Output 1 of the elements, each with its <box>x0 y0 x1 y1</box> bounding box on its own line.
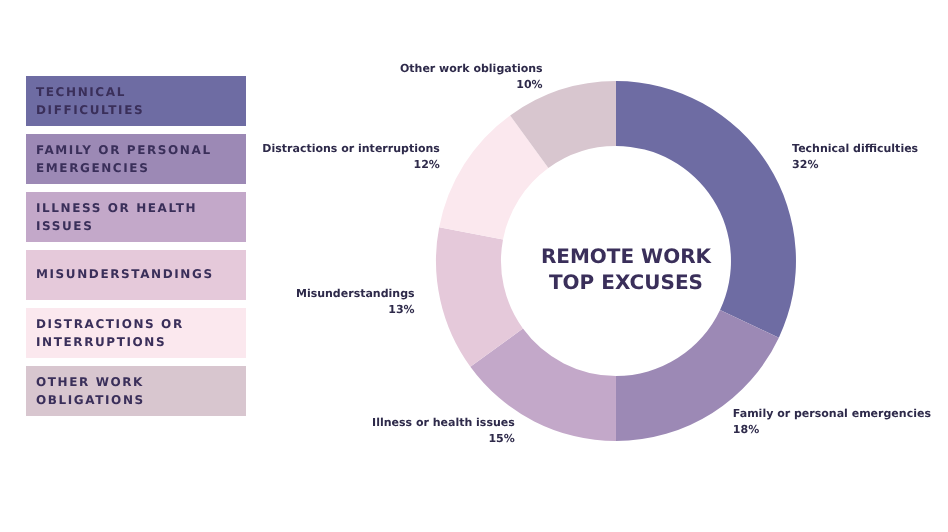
text: REMOTE WORK TOP EXCUSES <box>540 247 714 295</box>
